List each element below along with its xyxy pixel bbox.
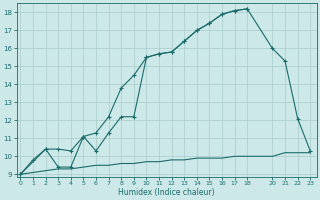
X-axis label: Humidex (Indice chaleur): Humidex (Indice chaleur) xyxy=(118,188,215,197)
